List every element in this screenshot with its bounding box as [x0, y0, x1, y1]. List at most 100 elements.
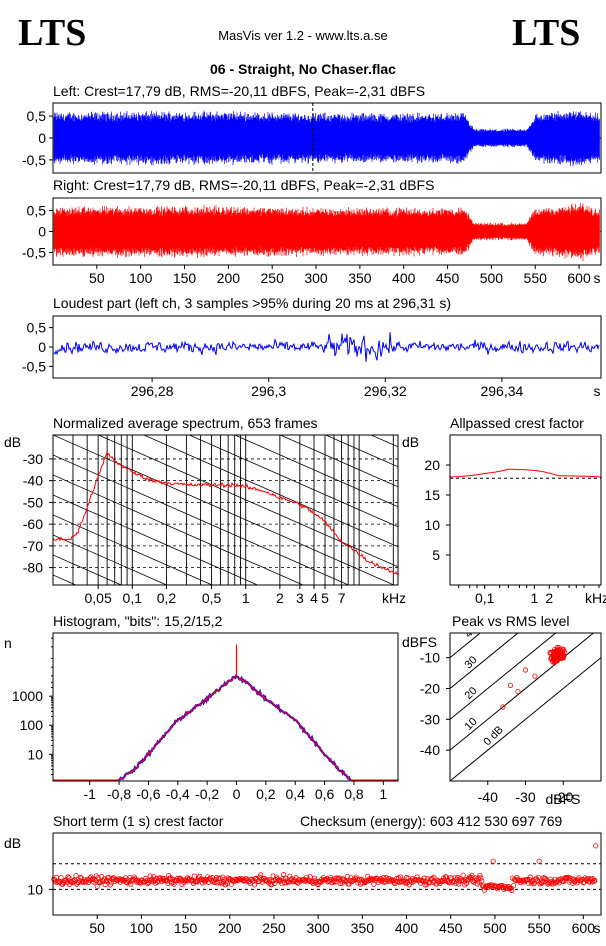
spectrum-x-tick-label: 0,5	[202, 590, 222, 606]
spectrum-slope-line	[53, 494, 259, 585]
peak-rms-x-tick-label: -30	[515, 789, 535, 805]
left-channel-tick-label: -0,5	[22, 152, 46, 168]
histogram-x-tick-label: -0,2	[195, 786, 219, 802]
loudest-part-x-tick-label: 296,28	[131, 383, 174, 399]
peak-rms-diag-label: 10	[463, 716, 480, 733]
allpassed-ylabel: dB	[402, 434, 419, 450]
spectrum-x-tick-label: 0,1	[123, 590, 143, 606]
logo-left: LTS	[18, 12, 86, 54]
histogram-x-tick-label: 0,2	[256, 786, 276, 802]
short-crest-x-tick-label: 500	[483, 920, 507, 936]
histogram-x-tick-label: -1	[83, 786, 96, 802]
short-crest-point	[478, 875, 484, 881]
short-crest-point	[591, 878, 597, 884]
short-crest-point	[307, 874, 313, 880]
short-crest-y-tick-label: 10	[27, 881, 43, 897]
spectrum-frame	[52, 434, 399, 586]
spectrum-ylabel: dB	[4, 434, 21, 450]
loudest-part-x-tick-label: 296,3	[251, 383, 286, 399]
spectrum-x-tick-label: 2	[276, 590, 284, 606]
short-crest-title: Short term (1 s) crest factor	[53, 813, 224, 829]
short-crest-point	[592, 877, 598, 884]
short-crest-point	[417, 877, 423, 883]
allpassed-x-tick-label: 1	[530, 590, 538, 606]
histogram-x-tick-label: 0,4	[285, 786, 305, 802]
allpassed-x-tick-label: 2	[545, 590, 553, 606]
spectrum-x-tick-label: 3	[296, 590, 304, 606]
short-crest-point	[164, 878, 170, 884]
loudest-part-y-tick-label: 0	[38, 339, 46, 355]
peak-rms-outlier	[515, 688, 521, 695]
spectrum-slope-line	[53, 514, 214, 585]
short-crest-point	[85, 879, 91, 886]
right-channel-tick-label: 0	[38, 224, 46, 240]
peak-rms-outlier	[522, 667, 529, 673]
right-channel-x-tick-label: 250	[261, 270, 285, 286]
short-crest-point	[527, 874, 533, 880]
right-channel-x-tick-label: 400	[392, 270, 416, 286]
short-crest-point	[165, 880, 171, 886]
short-crest-point	[272, 880, 278, 886]
short-crest-point	[357, 876, 363, 882]
histogram-right-line	[118, 674, 352, 781]
short-crest-point	[469, 872, 475, 879]
spectrum-slope-line	[97, 435, 398, 568]
peak-rms-point	[559, 646, 566, 652]
peak-rms-y-tick-label: -30	[420, 711, 440, 727]
short-crest-point	[331, 879, 337, 885]
spectrum-x-unit-label: kHz	[382, 590, 406, 606]
right-channel-x-tick-label: 300	[304, 270, 328, 286]
spectrum-slope-line	[53, 454, 350, 585]
right-channel-x-tick-label: 150	[173, 270, 197, 286]
peak-rms-diag-label: 40	[463, 623, 480, 640]
spectrum-slope-line	[53, 534, 168, 585]
short-crest-x-tick-label: 300	[306, 920, 330, 936]
short-crest-x-tick-label: 450	[439, 920, 463, 936]
peak-rms-diag-label: 30	[463, 654, 480, 671]
logo-right: LTS	[512, 12, 580, 54]
short-crest-point	[477, 872, 483, 878]
short-crest-point	[312, 875, 318, 881]
spectrum-x-tick-label: 1	[242, 590, 250, 606]
spectrum-slope-line	[142, 435, 398, 548]
right-channel-x-tick-label: 450	[436, 270, 460, 286]
short-crest-x-tick-label: 550	[527, 920, 551, 936]
peak-rms-point	[558, 655, 565, 662]
allpassed-x-tick-label: 0,1	[475, 590, 495, 606]
short-crest-x-unit-label: s	[594, 920, 601, 936]
peak-rms-outlier	[500, 704, 506, 710]
spectrum-grid-group	[53, 435, 398, 585]
peak-rms-diag-line	[450, 657, 601, 781]
short-crest-point	[65, 874, 71, 880]
allpassed-y-tick-label: 15	[424, 487, 440, 503]
short-crest-point	[476, 879, 482, 885]
peak-rms-diag-line	[450, 633, 557, 720]
peak-rms-outlier	[507, 682, 513, 689]
right-channel-waveform	[53, 203, 600, 262]
histogram-y-tick-label: 100	[20, 717, 44, 733]
spectrum-slope-line	[53, 554, 123, 585]
loudest-part-line	[53, 332, 600, 362]
short-crest-point	[58, 875, 64, 881]
peak-rms-x-tick-label: -20	[553, 789, 573, 805]
spectrum-title: Normalized average spectrum, 653 frames	[53, 415, 318, 431]
loudest-part-x-unit-label: s	[594, 383, 601, 399]
left-channel-tick-label: 0,5	[27, 108, 47, 124]
spectrum-y-tick-label: -80	[23, 560, 43, 576]
histogram-x-tick-label: -0,4	[166, 786, 190, 802]
peak-rms-ylabel: dBFS	[402, 634, 437, 650]
file-title: 06 - Straight, No Chaser.flac	[210, 61, 396, 77]
histogram-x-tick-label: -0,8	[107, 786, 131, 802]
peak-rms-x-tick-label: -40	[478, 789, 498, 805]
short-crest-frame	[52, 832, 602, 916]
short-crest-point	[101, 876, 107, 882]
short-crest-x-tick-label: 400	[395, 920, 419, 936]
short-crest-x-tick-label: 350	[351, 920, 375, 936]
short-crest-x-tick-label: 600	[572, 920, 596, 936]
spectrum-x-tick-label: 0,2	[157, 590, 177, 606]
allpassed-y-tick-label: 10	[424, 517, 440, 533]
short-crest-point	[265, 877, 271, 883]
short-crest-point	[363, 879, 369, 885]
short-crest-point	[464, 880, 470, 887]
right-channel-x-tick-label: 50	[89, 270, 105, 286]
